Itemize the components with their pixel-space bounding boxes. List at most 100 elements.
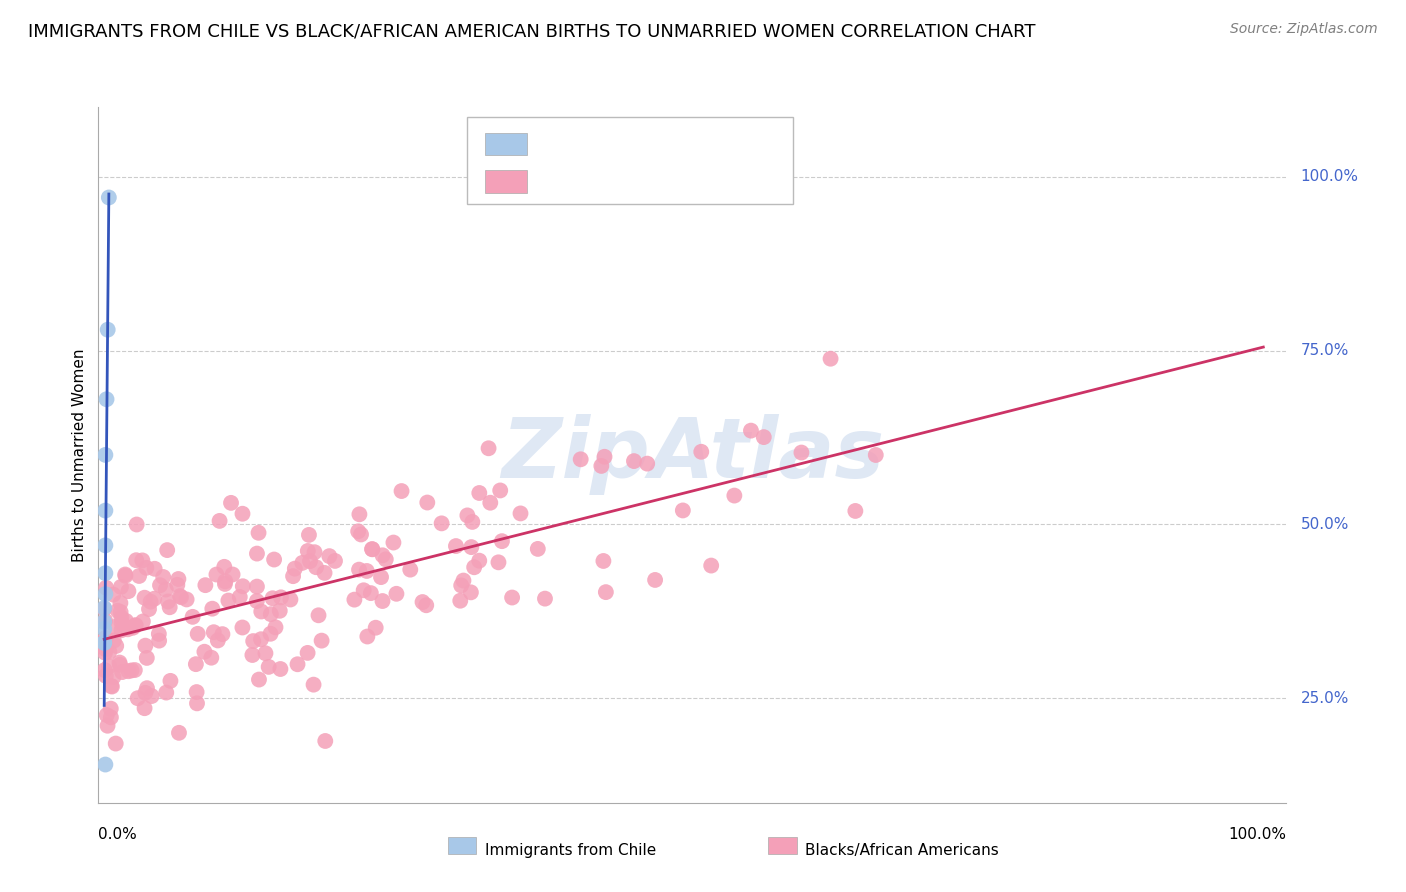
Point [302,678,325,692]
Point [509,507,531,521]
Point [491,534,513,549]
Point [790,445,813,459]
Point [125,618,148,632]
Point [138,602,160,616]
Point [207,633,229,648]
Point [211,627,233,641]
Text: 100.0%: 100.0% [1301,169,1358,184]
Text: N = 200: N = 200 [657,172,744,191]
Point [202,625,225,640]
Point [93,602,115,616]
Point [103,633,125,648]
Point [101,680,124,694]
Point [134,639,156,653]
Point [308,608,330,623]
Point [201,601,224,615]
Point [370,570,392,584]
Point [569,452,592,467]
Text: ZipAtlas: ZipAtlas [501,415,884,495]
Text: 25.0%: 25.0% [1301,691,1350,706]
Point [246,594,269,608]
Point [477,442,499,456]
Point [644,573,666,587]
Point [187,627,209,641]
Point [94,587,117,601]
Point [752,430,775,444]
Point [297,544,319,558]
Point [141,689,163,703]
Point [110,605,132,619]
Point [479,496,502,510]
Point [134,701,156,715]
Point [254,646,277,660]
Point [287,657,309,672]
Point [350,527,373,541]
Point [453,574,475,588]
Point [623,454,645,468]
Point [534,591,557,606]
Point [94,614,117,628]
Point [93,622,115,636]
Point [323,554,346,568]
Point [94,757,117,772]
Point [100,710,122,724]
Point [364,621,387,635]
Y-axis label: Births to Unmarried Women: Births to Unmarried Women [72,348,87,562]
Point [527,541,550,556]
Point [214,559,236,574]
Point [143,591,166,606]
Point [186,685,208,699]
Point [820,351,842,366]
Point [94,581,117,595]
Point [242,648,264,662]
Point [214,574,236,589]
Point [450,578,472,592]
Point [159,600,181,615]
Point [449,593,471,607]
Point [114,568,136,582]
Point [246,547,269,561]
Point [356,564,378,578]
FancyBboxPatch shape [769,837,797,854]
Point [347,563,370,577]
Point [136,681,159,695]
Point [107,604,129,618]
Point [356,630,378,644]
Point [229,590,252,604]
Point [461,515,484,529]
Point [139,594,162,608]
Point [94,538,117,552]
Point [134,686,156,700]
Point [125,553,148,567]
Point [740,424,762,438]
Point [94,566,117,581]
Point [193,645,215,659]
Point [221,567,243,582]
Point [231,620,253,634]
Point [94,448,117,462]
Point [93,636,115,650]
Point [374,552,396,566]
Point [347,524,370,539]
Point [96,708,118,723]
Point [167,726,190,740]
Point [416,495,439,509]
Text: N =  14: N = 14 [657,135,737,153]
Point [110,615,132,630]
Point [246,580,269,594]
Point [127,691,149,706]
Point [232,579,254,593]
Point [468,486,491,500]
Point [121,664,143,678]
Point [131,553,153,567]
Point [117,664,139,678]
Point [460,540,482,554]
Point [463,560,485,574]
Point [166,578,188,592]
Point [157,594,180,608]
Point [281,569,304,583]
Point [205,567,228,582]
Point [314,734,336,748]
Point [264,620,287,634]
Point [134,591,156,605]
